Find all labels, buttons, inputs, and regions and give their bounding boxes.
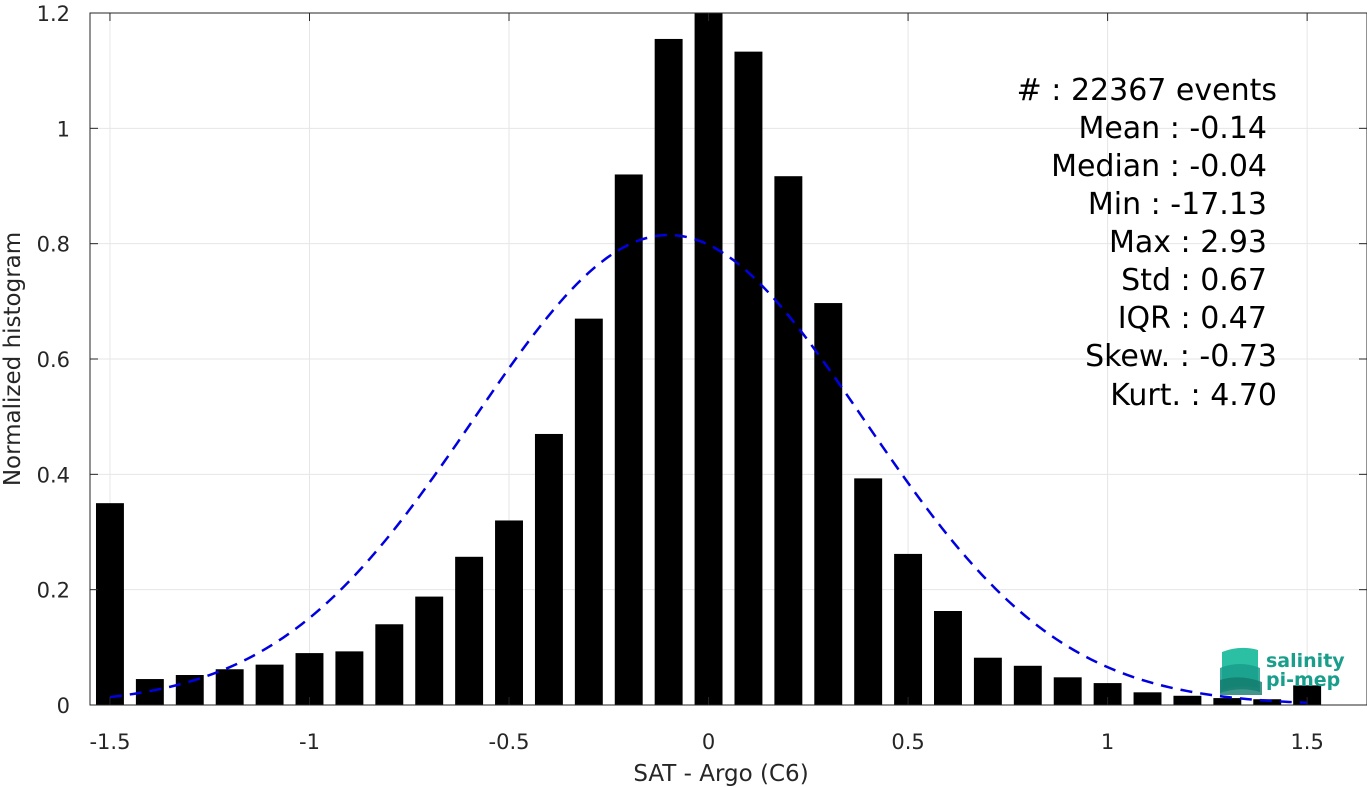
histogram-bar (614, 174, 643, 705)
histogram-bar (774, 176, 803, 706)
histogram-bar (415, 596, 444, 705)
histogram-bar (215, 669, 244, 705)
y-tick-label: 0.6 (37, 348, 70, 372)
stats-annotation: # : 22367 events Mean : -0.14 Median : -… (1017, 73, 1277, 413)
stat-std: Std : 0.67 (1121, 263, 1267, 298)
y-tick-label: 0 (57, 694, 70, 718)
histogram-bar (1013, 665, 1042, 705)
logo-line1: salinity (1266, 650, 1345, 672)
x-tick-label: 1.5 (1290, 730, 1323, 754)
histogram-bar (894, 553, 923, 705)
y-tick-label: 0.8 (37, 233, 70, 257)
histogram-bar (934, 611, 962, 705)
stat-count: # : 22367 events (1017, 73, 1277, 108)
salinity-pimep-logo: salinity pi-mep (1220, 647, 1345, 695)
stat-max: Max : 2.93 (1109, 225, 1267, 260)
x-tick-label: -0.5 (489, 730, 530, 754)
stat-min: Min : -17.13 (1088, 187, 1267, 222)
histogram-bar (814, 303, 843, 705)
y-axis-label: Normalized histogram (0, 232, 26, 486)
logo-line2: pi-mep (1266, 669, 1340, 691)
x-tick-label: 0.5 (891, 730, 924, 754)
y-tick-label: 1 (57, 117, 70, 141)
x-tick-label: -1.5 (89, 730, 130, 754)
normal-fit-curve (109, 233, 1308, 704)
histogram-bar (1053, 677, 1082, 705)
histogram-bar (295, 653, 324, 705)
stat-iqr: IQR : 0.47 (1118, 301, 1267, 336)
wave-icon (1220, 647, 1262, 695)
histogram-bar (335, 651, 364, 705)
histogram-bar (1173, 695, 1202, 705)
histogram-bar (1093, 683, 1122, 705)
histogram-bar (854, 478, 883, 705)
histogram-bar (1133, 692, 1162, 705)
axis-ticks: -1.5 -1 -0.5 0 0.5 1 1.5 0 0.2 0.4 0.6 0.8 1 1.2 (37, 2, 1367, 754)
stat-median: Median : -0.04 (1051, 149, 1267, 184)
x-tick-label: -1 (299, 730, 320, 754)
histogram-bars (95, 13, 1322, 706)
x-axis-label: SAT - Argo (C6) (633, 761, 808, 787)
histogram-bar (973, 657, 1002, 705)
histogram-bar (175, 675, 204, 705)
stat-skew: Skew. : -0.73 (1085, 339, 1277, 374)
histogram-bar (694, 13, 723, 705)
histogram-bar (495, 520, 523, 705)
x-tick-label: 1 (1101, 730, 1114, 754)
y-tick-label: 0.2 (37, 579, 70, 603)
stat-kurt: Kurt. : 4.70 (1110, 378, 1277, 413)
histogram-bar (1293, 685, 1322, 705)
histogram-bar (95, 503, 124, 705)
x-tick-label: 0 (702, 730, 715, 754)
histogram-bar (654, 38, 683, 705)
histogram-bar (1213, 698, 1242, 705)
histogram-bar (734, 51, 763, 706)
histogram-bar (534, 433, 563, 705)
histogram-bar (574, 318, 603, 705)
stat-mean: Mean : -0.14 (1078, 111, 1267, 146)
histogram-bar (455, 556, 484, 705)
histogram-bar (255, 664, 284, 705)
histogram-bar (375, 624, 404, 705)
y-tick-label: 0.4 (37, 463, 70, 487)
y-tick-label: 1.2 (37, 2, 70, 26)
histogram-bar (1253, 699, 1282, 705)
